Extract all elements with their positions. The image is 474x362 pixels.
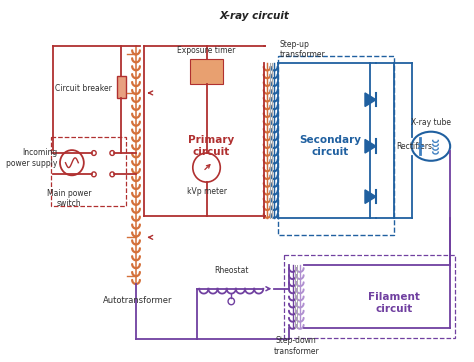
- Text: Main power
switch: Main power switch: [47, 189, 91, 208]
- Bar: [51, 136, 126, 206]
- Text: Circuit breaker: Circuit breaker: [55, 84, 112, 93]
- FancyBboxPatch shape: [117, 76, 126, 98]
- Text: Rectifiers: Rectifiers: [396, 142, 432, 151]
- Text: Filament
circuit: Filament circuit: [368, 292, 420, 314]
- Polygon shape: [365, 93, 376, 106]
- Text: Exposure timer: Exposure timer: [177, 46, 236, 55]
- Text: X-ray tube: X-ray tube: [411, 118, 451, 127]
- Text: X-ray circuit: X-ray circuit: [219, 10, 289, 21]
- Text: Rheostat: Rheostat: [214, 266, 248, 275]
- FancyBboxPatch shape: [190, 59, 223, 84]
- Polygon shape: [365, 139, 376, 153]
- Bar: [278, 56, 394, 235]
- Text: Secondary
circuit: Secondary circuit: [299, 135, 361, 157]
- Text: Autotransformer: Autotransformer: [103, 295, 173, 304]
- Text: Step-up
transformer: Step-up transformer: [280, 39, 325, 59]
- Text: Step-down
transformer: Step-down transformer: [273, 336, 319, 355]
- Polygon shape: [365, 190, 376, 203]
- Text: Primary
circuit: Primary circuit: [188, 135, 234, 157]
- Text: kVp meter: kVp meter: [187, 187, 227, 196]
- Bar: [284, 255, 455, 338]
- Text: Incoming
power supply: Incoming power supply: [6, 148, 57, 168]
